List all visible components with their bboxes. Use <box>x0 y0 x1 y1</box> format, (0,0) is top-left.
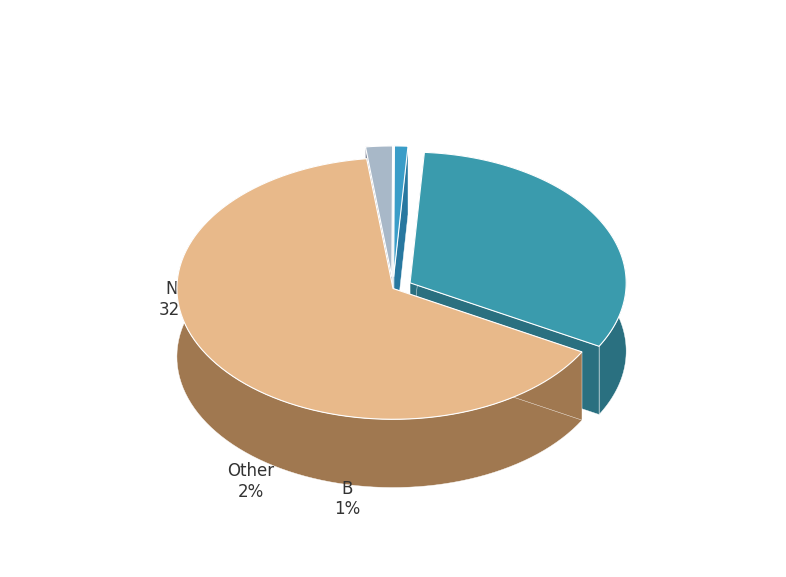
Polygon shape <box>365 146 392 215</box>
Polygon shape <box>394 146 408 277</box>
Polygon shape <box>394 146 408 345</box>
Polygon shape <box>366 159 393 357</box>
Polygon shape <box>365 147 392 345</box>
Text: Other
2%: Other 2% <box>227 462 274 501</box>
Polygon shape <box>177 159 582 419</box>
Polygon shape <box>393 288 582 420</box>
Polygon shape <box>177 159 582 488</box>
Polygon shape <box>365 146 392 277</box>
Polygon shape <box>424 152 626 414</box>
Text: Fe
65%: Fe 65% <box>511 212 548 251</box>
Polygon shape <box>410 152 424 351</box>
Text: Nd
32%: Nd 32% <box>159 280 196 319</box>
Polygon shape <box>410 283 599 414</box>
Polygon shape <box>410 152 626 346</box>
Polygon shape <box>395 146 408 215</box>
Text: B
1%: B 1% <box>334 479 361 518</box>
